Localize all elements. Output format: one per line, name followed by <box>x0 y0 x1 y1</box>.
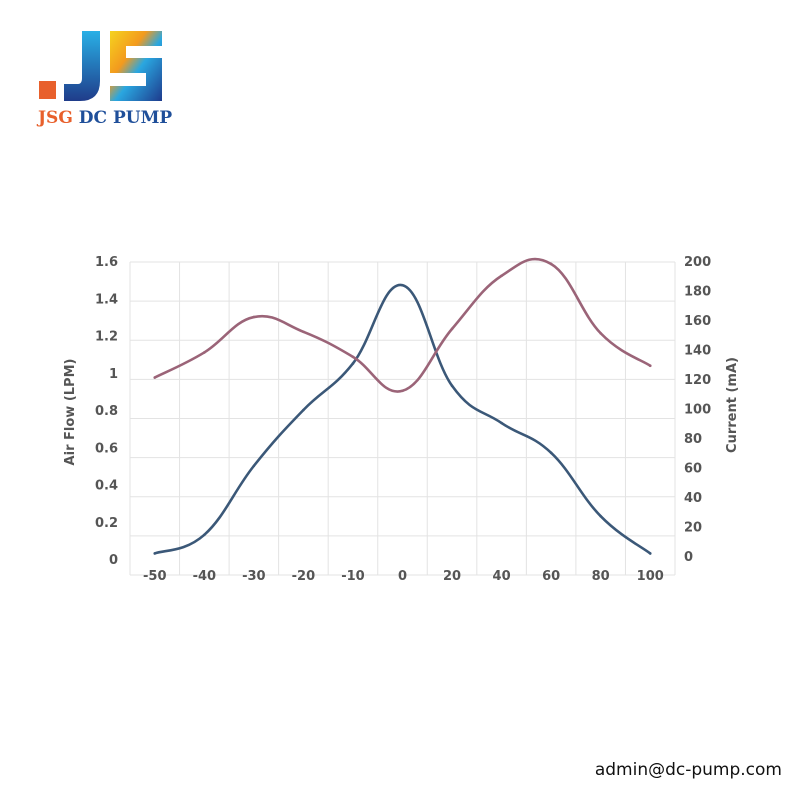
right-axis-ticks: 0 20 40 60 80 100 120 140 160 180 200 <box>684 255 711 565</box>
left-tick-label: 1.6 <box>95 255 118 270</box>
right-tick-label: 40 <box>684 491 702 506</box>
right-tick-label: 0 <box>684 550 693 565</box>
right-axis-title: Current (mA) <box>725 357 740 453</box>
left-tick-label: 1 <box>109 367 118 382</box>
x-tick-label: 0 <box>398 569 407 584</box>
left-axis-ticks: 0 0.2 0.4 0.6 0.8 1 1.2 1.4 1.6 <box>95 255 118 568</box>
left-tick-label: 0.2 <box>95 516 118 531</box>
right-tick-label: 120 <box>684 373 711 388</box>
x-tick-label: -30 <box>242 569 266 584</box>
left-tick-label: 0.8 <box>95 404 118 419</box>
current-data-point <box>252 315 256 319</box>
x-tick-label: 80 <box>592 569 610 584</box>
current-data-point <box>401 389 404 393</box>
airflow-data-point <box>599 514 602 518</box>
current-data-point <box>203 351 206 354</box>
left-tick-label: 0.6 <box>95 441 118 456</box>
current-data-point <box>500 274 503 278</box>
x-tick-label: -10 <box>341 569 365 584</box>
airflow-data-point <box>500 421 503 425</box>
x-tick-label: 20 <box>443 569 461 584</box>
left-axis-title: Air Flow (LPM) <box>63 359 78 466</box>
x-tick-label: 40 <box>493 569 511 584</box>
left-tick-label: 0 <box>109 553 118 568</box>
airflow-data-point <box>302 408 305 412</box>
right-tick-label: 100 <box>684 403 711 418</box>
right-tick-label: 80 <box>684 432 702 447</box>
airflow-data-point <box>203 533 206 537</box>
x-axis-ticks: -50 -40 -30 -20 -10 0 20 40 60 80 100 <box>143 569 664 584</box>
current-data-point <box>549 262 553 266</box>
airflow-data-point <box>450 384 454 388</box>
airflow-data-point <box>351 362 355 365</box>
current-data-point <box>450 327 454 331</box>
x-tick-label: -50 <box>143 569 167 584</box>
airflow-data-point <box>401 283 404 287</box>
x-tick-label: 100 <box>637 569 664 584</box>
current-data-point <box>302 330 305 334</box>
current-data-point <box>153 376 157 379</box>
airflow-data-point <box>549 451 553 455</box>
right-tick-label: 60 <box>684 462 702 477</box>
right-tick-label: 140 <box>684 344 711 359</box>
airflow-data-point <box>252 464 256 468</box>
jsg-logo <box>39 31 162 101</box>
brand-name-dc-pump: DC PUMP <box>78 108 173 128</box>
current-data-point <box>648 364 652 368</box>
current-data-point <box>351 355 355 359</box>
x-tick-label: -40 <box>193 569 217 584</box>
contact-email[interactable]: admin@dc-pump.com <box>594 760 782 780</box>
chart-grid <box>129 261 676 576</box>
brand-name: JSG DC PUMP <box>38 108 172 128</box>
airflow-data-point <box>153 552 157 555</box>
current-series-line <box>153 257 652 393</box>
right-tick-label: 20 <box>684 521 702 536</box>
current-data-point <box>599 331 602 335</box>
left-tick-label: 0.4 <box>95 479 118 494</box>
chart-series <box>153 257 652 555</box>
right-tick-label: 160 <box>684 314 711 329</box>
right-tick-label: 180 <box>684 285 711 300</box>
left-tick-label: 1.4 <box>95 292 118 307</box>
airflow-data-point <box>648 552 652 555</box>
left-tick-label: 1.2 <box>95 330 118 345</box>
right-tick-label: 200 <box>684 255 711 270</box>
brand-name-jsg: JSG <box>38 108 73 128</box>
x-tick-label: -20 <box>292 569 316 584</box>
x-tick-label: 60 <box>542 569 560 584</box>
